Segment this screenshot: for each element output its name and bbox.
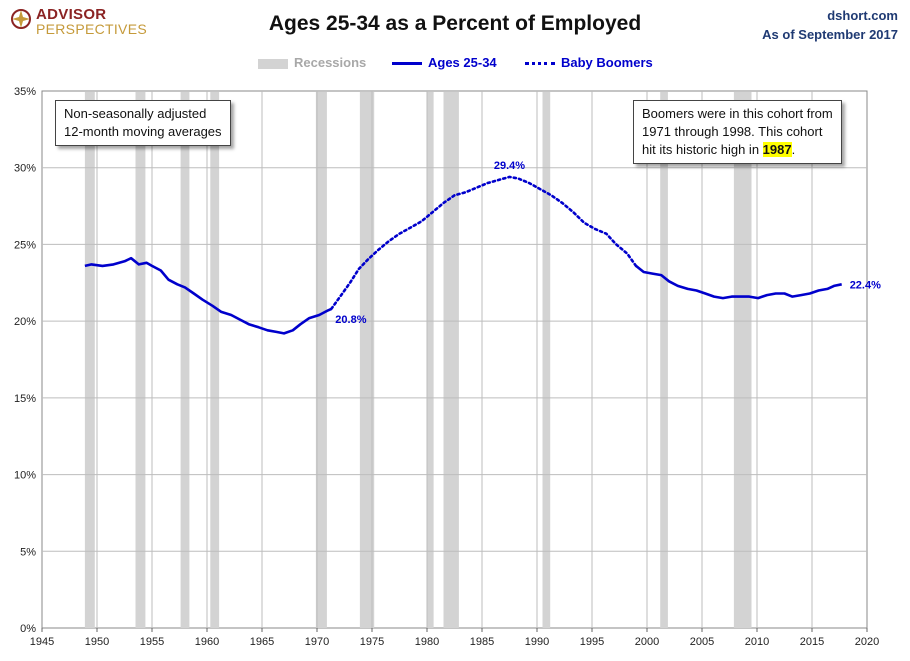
legend-label-recessions: Recessions — [294, 55, 367, 70]
recession-band-6 — [427, 92, 434, 628]
x-tick-label: 1970 — [305, 636, 329, 648]
x-tick-label: 1965 — [250, 636, 274, 648]
series-line-baby-boomers-1 — [330, 175, 638, 311]
chart-title: Ages 25-34 as a Percent of Employed — [268, 12, 642, 35]
data-labels: 20.8% 29.4% 22.4% — [335, 160, 881, 326]
note-right-line2: 1971 through 1998. This cohort — [642, 124, 823, 139]
data-label-2: 22.4% — [850, 279, 881, 291]
advisor-perspectives-logo: ADVISOR PERSPECTIVES — [8, 4, 158, 38]
logo-emblem-icon — [11, 9, 31, 29]
x-tick-label: 1985 — [470, 636, 494, 648]
legend-item-ages: Ages 25-34 — [392, 54, 497, 72]
note-left-line1: Non-seasonally adjusted — [64, 106, 207, 121]
y-tick-label: 10% — [14, 470, 36, 482]
recession-band-8 — [542, 92, 551, 628]
recession-bands — [84, 92, 752, 628]
y-tick-label: 5% — [20, 546, 36, 558]
recession-band-3 — [210, 92, 220, 628]
y-tick-label: 35% — [14, 86, 36, 98]
y-tick-label: 30% — [14, 163, 36, 175]
note-right-line3-post: . — [791, 142, 796, 157]
x-tick-label: 1950 — [85, 636, 109, 648]
note-right-line3: hit its historic high in 1987. — [642, 141, 833, 159]
gridlines — [42, 91, 867, 628]
legend-item-boomers: Baby Boomers — [525, 54, 653, 72]
series-line-ages-25-34-2 — [635, 264, 842, 300]
x-tick-label: 2005 — [690, 636, 714, 648]
note-right: Boomers were in this cohort from 1971 th… — [633, 100, 842, 164]
x-tick-label: 1995 — [580, 636, 604, 648]
note-left-line2: 12-month moving averages — [64, 124, 222, 139]
x-tick-label: 1960 — [195, 636, 219, 648]
x-tick-label: 2010 — [745, 636, 769, 648]
y-tick-label: 15% — [14, 393, 36, 405]
recession-band-4 — [315, 92, 327, 628]
x-tick-label: 2015 — [800, 636, 824, 648]
note-right-highlight: 1987 — [762, 142, 792, 157]
x-tick-label: 2000 — [635, 636, 659, 648]
legend-swatch-boomers — [525, 62, 555, 66]
logo-line1: ADVISOR — [36, 6, 107, 23]
y-tick-label: 0% — [20, 623, 36, 635]
x-tick-label: 1945 — [30, 636, 54, 648]
x-tick-label: 1980 — [415, 636, 439, 648]
note-right-line1: Boomers were in this cohort from — [642, 106, 833, 121]
note-right-line3-pre: hit its historic high in — [642, 142, 763, 157]
source-date: As of September 2017 — [762, 27, 898, 42]
recession-band-9 — [660, 92, 668, 628]
x-tick-label: 1975 — [360, 636, 384, 648]
legend-swatch-ages — [392, 62, 422, 66]
x-tick-label: 1955 — [140, 636, 164, 648]
source-site: dshort.com — [827, 8, 898, 23]
recession-band-10 — [733, 92, 752, 628]
legend-label-ages: Ages 25-34 — [428, 55, 497, 70]
note-left: Non-seasonally adjusted 12-month moving … — [55, 100, 231, 146]
x-tick-label: 2020 — [855, 636, 879, 648]
series-line-ages-25-34-0 — [84, 256, 332, 335]
recession-band-5 — [359, 92, 375, 628]
recession-band-1 — [135, 92, 146, 628]
axis-tick-labels: 0% 5% 10% 15% 20% 25% 30% 35% 1945 1950 1955 1960 19… — [14, 86, 879, 648]
recession-band-0 — [84, 92, 95, 628]
legend-item-recessions: Recessions — [258, 54, 366, 72]
legend: Recessions Ages 25-34 Baby Boomers — [0, 54, 910, 72]
logo-line2: PERSPECTIVES — [36, 21, 147, 37]
legend-swatch-recessions — [258, 58, 288, 69]
recession-band-7 — [443, 92, 459, 628]
data-label-0: 20.8% — [335, 314, 366, 326]
recession-band-2 — [180, 92, 190, 628]
data-label-1: 29.4% — [494, 160, 525, 172]
legend-label-boomers: Baby Boomers — [561, 55, 653, 70]
y-tick-label: 20% — [14, 316, 36, 328]
y-tick-label: 25% — [14, 239, 36, 251]
source-block: dshort.com As of September 2017 — [762, 6, 898, 44]
x-tick-label: 1990 — [525, 636, 549, 648]
series-lines — [84, 175, 842, 335]
